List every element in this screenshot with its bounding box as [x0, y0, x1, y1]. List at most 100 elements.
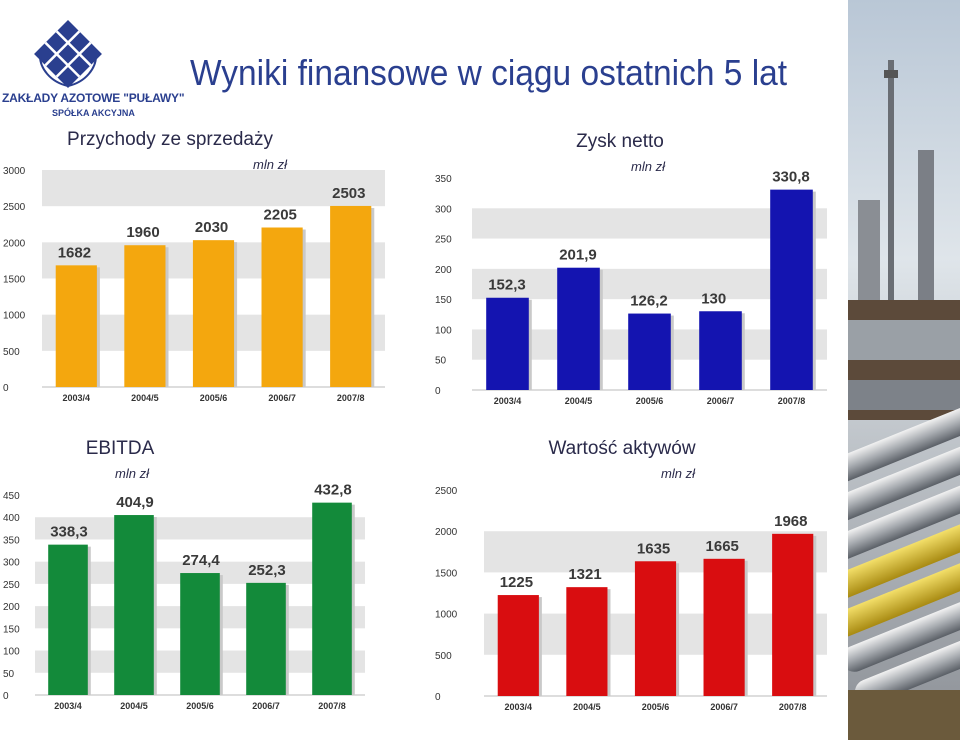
- y-tick-label: 350: [435, 174, 452, 185]
- bar-value-label: 130: [701, 290, 726, 307]
- bar-value-label: 152,3: [488, 277, 526, 294]
- y-tick-label: 200: [435, 265, 452, 276]
- bar-2005-6: [180, 573, 220, 695]
- chart-title: EBITDA: [86, 438, 155, 459]
- y-tick-label: 500: [435, 651, 452, 662]
- y-tick-label: 400: [3, 513, 20, 524]
- page-title: Wyniki finansowe w ciągu ostatnich 5 lat: [190, 52, 788, 93]
- y-tick-label: 50: [3, 669, 15, 680]
- y-tick-label: 100: [3, 647, 20, 658]
- y-tick-label: 1000: [435, 610, 458, 621]
- bar-2004-5: [114, 515, 154, 695]
- y-tick-label: 1000: [3, 311, 26, 322]
- y-tick-label: 300: [3, 558, 20, 569]
- ebitda-svg: 0 50 100 150 200 250 300 350 400 450 338,3 2003/4 40…: [3, 438, 365, 711]
- bar-2007-8: [330, 205, 372, 387]
- bar-value-label: 201,9: [559, 247, 597, 264]
- grid-band: [42, 170, 385, 207]
- y-tick-label: 200: [3, 602, 20, 613]
- bar-2004-5: [124, 245, 166, 387]
- bar-value-label: 2030: [195, 219, 228, 236]
- bar-2005-6: [634, 561, 677, 696]
- x-tick-label: 2007/8: [318, 701, 346, 711]
- x-tick-label: 2006/7: [710, 702, 738, 712]
- logo-company-type: SPÓŁKA AKCYJNA: [52, 108, 135, 118]
- x-tick-label: 2005/6: [200, 393, 228, 403]
- bar-value-label: 338,3: [50, 524, 88, 541]
- logo-company-name: ZAKŁADY AZOTOWE "PUŁAWY": [2, 91, 185, 105]
- bar-value-label: 1960: [126, 224, 159, 241]
- chart-subtitle-unit: mln zł: [253, 157, 288, 172]
- grid-band: [472, 268, 827, 300]
- bar-2007-8: [312, 502, 352, 695]
- y-tick-label: 0: [435, 386, 441, 397]
- y-tick-label: 300: [435, 204, 452, 215]
- y-tick-label: 1500: [435, 568, 458, 579]
- bar-value-label: 330,8: [772, 169, 810, 186]
- y-tick-label: 1500: [3, 275, 26, 286]
- y-tick-label: 2000: [435, 527, 458, 538]
- chart-ebitda: 0 50 100 150 200 250 300 350 400 450 338,3 2003/4 40…: [0, 438, 400, 718]
- chart-wartosc-aktywow: 0 500 1000 1500 2000 2500 1225 2003/4 1321 2004/5…: [432, 438, 842, 718]
- y-tick-label: 2500: [435, 486, 458, 497]
- x-tick-label: 2003/4: [494, 396, 522, 406]
- chart-zysk-netto: 0 50 100 150 200 250 300 350 152,3 2003/4 201,9 200…: [432, 125, 842, 415]
- chart-title: Wartość aktywów: [548, 438, 695, 459]
- x-tick-label: 2004/5: [573, 702, 601, 712]
- chart-subtitle-unit: mln zł: [115, 466, 150, 481]
- chart-title: Zysk netto: [576, 131, 664, 152]
- y-tick-label: 0: [3, 691, 9, 702]
- x-tick-label: 2004/5: [565, 396, 593, 406]
- x-tick-label: 2006/7: [252, 701, 280, 711]
- y-tick-label: 500: [3, 347, 20, 358]
- bar-value-label: 1682: [58, 244, 91, 261]
- x-tick-label: 2005/6: [642, 702, 670, 712]
- y-tick-label: 3000: [3, 166, 26, 177]
- y-tick-label: 250: [435, 235, 452, 246]
- bar-value-label: 2205: [264, 207, 297, 224]
- x-tick-label: 2005/6: [636, 396, 664, 406]
- bar-2007-8: [772, 533, 814, 696]
- bar-2006-7: [246, 582, 286, 695]
- bar-value-label: 274,4: [182, 552, 220, 569]
- bar-2004-5: [557, 267, 600, 390]
- y-tick-label: 0: [435, 692, 441, 703]
- x-tick-label: 2006/7: [268, 393, 296, 403]
- bar-value-label: 252,3: [248, 562, 286, 579]
- bar-2003-4: [48, 544, 88, 695]
- bar-value-label: 432,8: [314, 482, 352, 499]
- bar-2003-4: [497, 595, 539, 696]
- bar-2005-6: [628, 313, 671, 390]
- x-tick-label: 2005/6: [186, 701, 214, 711]
- y-tick-label: 2000: [3, 238, 26, 249]
- bar-2003-4: [55, 265, 97, 387]
- bar-2007-8: [770, 189, 813, 390]
- y-tick-label: 150: [3, 624, 20, 635]
- x-tick-label: 2004/5: [120, 701, 148, 711]
- y-tick-label: 350: [3, 535, 20, 546]
- bar-2004-5: [566, 587, 608, 696]
- y-tick-label: 2500: [3, 202, 26, 213]
- bar-value-label: 2503: [332, 185, 365, 202]
- company-logo: ZAKŁADY AZOTOWE "PUŁAWY" SPÓŁKA AKCYJNA: [0, 0, 185, 125]
- bar-value-label: 1968: [774, 513, 807, 530]
- bar-value-label: 1225: [500, 574, 533, 591]
- y-tick-label: 450: [3, 491, 20, 502]
- chart-subtitle-unit: mln zł: [631, 159, 666, 174]
- x-tick-label: 2003/4: [505, 702, 533, 712]
- x-tick-label: 2003/4: [63, 393, 91, 403]
- y-tick-label: 0: [3, 383, 9, 394]
- x-tick-label: 2007/8: [337, 393, 365, 403]
- bar-value-label: 1665: [706, 538, 739, 555]
- chart-title: Przychody ze sprzedaży: [67, 129, 273, 150]
- aktywa-svg: 0 500 1000 1500 2000 2500 1225 2003/4 1321 2004/5…: [435, 438, 827, 712]
- x-tick-label: 2004/5: [131, 393, 159, 403]
- bar-2003-4: [486, 297, 529, 390]
- x-tick-label: 2007/8: [778, 396, 806, 406]
- diamond-logo-icon: [34, 20, 102, 88]
- bar-value-label: 126,2: [630, 293, 668, 310]
- y-tick-label: 50: [435, 356, 447, 367]
- przychody-svg: 0 500 1000 1500 2000 2500 3000 1682 2003/4 1960 20…: [3, 129, 385, 403]
- bar-2006-7: [261, 227, 303, 387]
- grid-band: [472, 208, 827, 239]
